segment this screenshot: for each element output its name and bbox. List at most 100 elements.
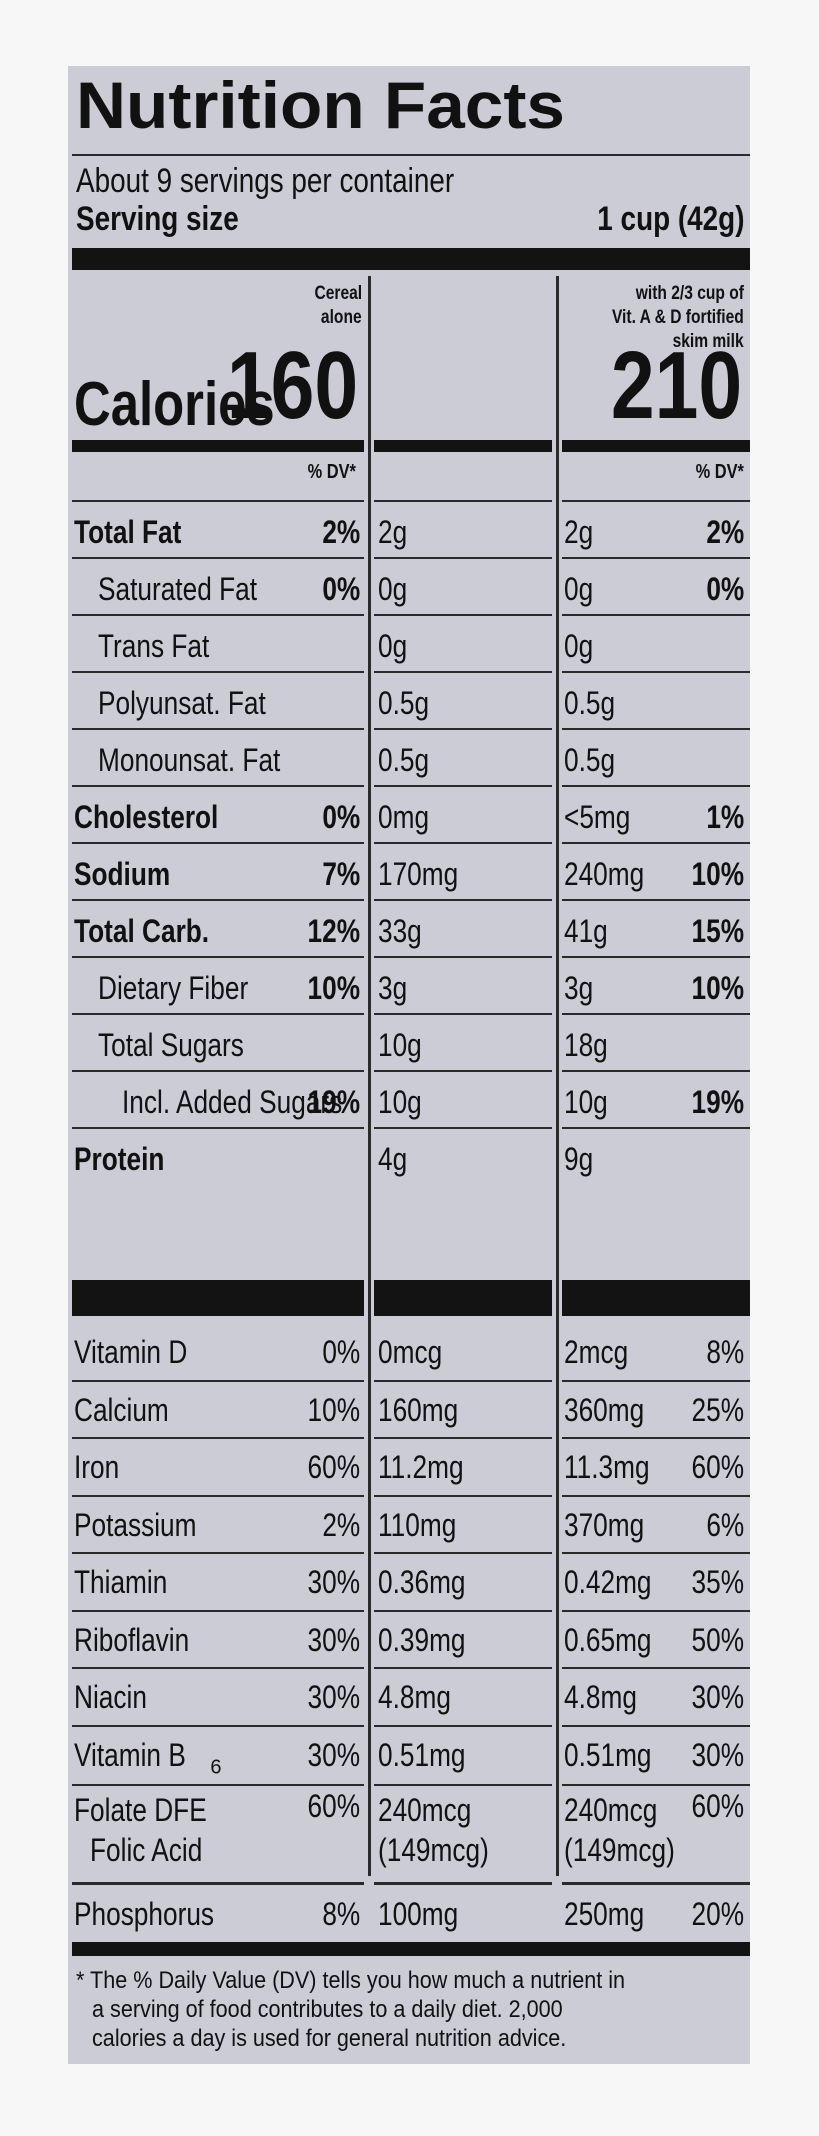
vitamin-cereal-dv: 2%	[322, 1506, 360, 1543]
nutrient-milk-amount: 0.5g	[564, 742, 616, 778]
nutrient-cereal-amount: 2g	[378, 514, 408, 550]
vitamin-rule	[72, 1494, 364, 1497]
vitamin-cereal-amount: 0mcg	[378, 1334, 443, 1370]
thick-divider-top	[72, 248, 750, 270]
phosphorus-milk-dv: 20%	[691, 1896, 744, 1932]
vitamin-milk-dv: 60%	[691, 1449, 744, 1485]
calories-bar-label	[72, 440, 364, 452]
vitamin-cereal-amount: 11.2mg	[378, 1449, 464, 1485]
thick-divider-vitamins-label	[72, 1280, 364, 1316]
vitamin-cereal-amount: 160mg	[378, 1391, 459, 1428]
nutrient-label: Sodium	[74, 856, 171, 892]
nutrient-rule	[374, 956, 552, 958]
nutrient-milk-dv: 10%	[691, 856, 744, 892]
vitamin-rule	[374, 1609, 552, 1612]
vitamin-milk-amount: 370mg	[564, 1506, 645, 1543]
nutrient-rule	[562, 899, 750, 901]
nutrient-label: Monounsat. Fat	[98, 742, 281, 778]
vitamin-milk-dv: 6%	[706, 1506, 744, 1543]
nutrient-rule	[374, 785, 552, 787]
nutrient-milk-dv: 15%	[691, 913, 744, 949]
nutrient-cereal-amount: 4g	[378, 1141, 408, 1177]
nutrient-cereal-dv: 7%	[322, 856, 360, 892]
nutrient-rule	[562, 557, 750, 559]
vitamin-milk-dv: 50%	[691, 1621, 744, 1658]
calories-bar-milk	[562, 440, 750, 452]
nutrient-milk-amount: 240mg	[564, 856, 645, 892]
vitamin-rule	[562, 1379, 750, 1382]
folate-cereal-dv: 60%	[307, 1788, 360, 1824]
vitamin-rule	[562, 1667, 750, 1669]
vitamin-cereal-dv: 10%	[307, 1391, 360, 1428]
vitamin-rule	[562, 1552, 750, 1554]
nutrient-rule	[72, 899, 364, 901]
vitamin-milk-dv: 8%	[706, 1334, 744, 1370]
nutrient-rule	[72, 500, 364, 502]
vitamin-rule	[374, 1667, 552, 1669]
nutrient-cereal-amount: 0.5g	[378, 685, 430, 721]
vitamin-cereal-amount: 4.8mg	[378, 1679, 451, 1715]
vitamin-rule	[72, 1667, 364, 1669]
folate-label: Folate DFE Folic Acid	[74, 1792, 207, 1868]
vitamin-label: Potassium	[74, 1506, 197, 1543]
nutrient-rule	[72, 1013, 364, 1015]
nutrient-rule	[72, 785, 364, 787]
nutrient-rule	[562, 1127, 750, 1129]
nutrient-cereal-amount: 3g	[378, 970, 408, 1006]
nutrient-label: Total Sugars	[98, 1027, 244, 1063]
nutrient-rule	[562, 728, 750, 730]
nutrient-cereal-amount: 0mg	[378, 799, 430, 835]
nutrient-rule	[374, 500, 552, 502]
calories-label: Calories	[74, 370, 275, 439]
nutrition-facts-panel: Nutrition Facts About 9 servings per con…	[68, 66, 750, 2064]
folate-rule-milk	[562, 1882, 750, 1885]
nutrient-label: Total Fat	[74, 514, 182, 550]
nutrient-rule	[72, 1127, 364, 1129]
vitamin-rule	[72, 1437, 364, 1439]
vitamin-cereal-dv: 60%	[307, 1449, 360, 1485]
calories-cereal: 160	[226, 332, 358, 439]
vitamin-label: Thiamin	[74, 1564, 168, 1600]
vitamin-milk-amount: 4.8mg	[564, 1679, 637, 1715]
vitamin-cereal-dv: 30%	[307, 1621, 360, 1658]
vitamin-milk-amount: 0.42mg	[564, 1564, 652, 1600]
nutrient-rule	[374, 671, 552, 673]
nutrition-title: Nutrition Facts	[76, 68, 565, 142]
nutrient-label: Total Carb.	[74, 913, 210, 949]
vitamin-rule	[72, 1552, 364, 1554]
dv-header-cereal: % DV*	[307, 461, 356, 483]
nutrient-rule	[72, 1070, 364, 1072]
vitamin-rule	[374, 1379, 552, 1382]
vitamin-cereal-dv: 0%	[322, 1334, 360, 1370]
nutrient-label: Incl. Added Sugars	[122, 1084, 343, 1120]
folate-milk-amount: 240mcg (149mcg)	[564, 1792, 675, 1868]
vitamin-milk-dv: 30%	[691, 1736, 744, 1773]
vitamin-rule	[562, 1437, 750, 1439]
nutrient-rule	[374, 557, 552, 559]
nutrient-rule	[562, 956, 750, 958]
nutrient-cereal-amount: 0g	[378, 571, 408, 607]
vitamin-rule	[374, 1437, 552, 1439]
nutrient-rule	[374, 614, 552, 616]
nutrient-rule	[72, 671, 364, 673]
nutrient-milk-amount: 41g	[564, 913, 608, 949]
nutrient-milk-amount: 3g	[564, 970, 594, 1006]
vitamin-rule	[374, 1784, 552, 1786]
vitamin-rule	[562, 1494, 750, 1497]
nutrient-cereal-dv: 0%	[322, 799, 360, 835]
dv-header-milk: % DV*	[695, 461, 744, 483]
nutrient-label: Saturated Fat	[98, 571, 257, 607]
serving-size-value: 1 cup (42g)	[596, 200, 744, 238]
vitamin-milk-dv: 35%	[691, 1564, 744, 1600]
vitamin-milk-amount: 2mcg	[564, 1334, 629, 1370]
vitamin-rule	[72, 1609, 364, 1612]
nutrient-label: Protein	[74, 1141, 165, 1177]
phosphorus-cereal-amount: 100mg	[378, 1896, 459, 1932]
nutrient-rule	[72, 614, 364, 616]
nutrient-rule	[374, 899, 552, 901]
thick-divider-bottom	[72, 1942, 750, 1956]
vitamin-milk-amount: 11.3mg	[564, 1449, 650, 1485]
nutrient-rule	[374, 1127, 552, 1129]
nutrient-cereal-dv: 19%	[307, 1084, 360, 1120]
